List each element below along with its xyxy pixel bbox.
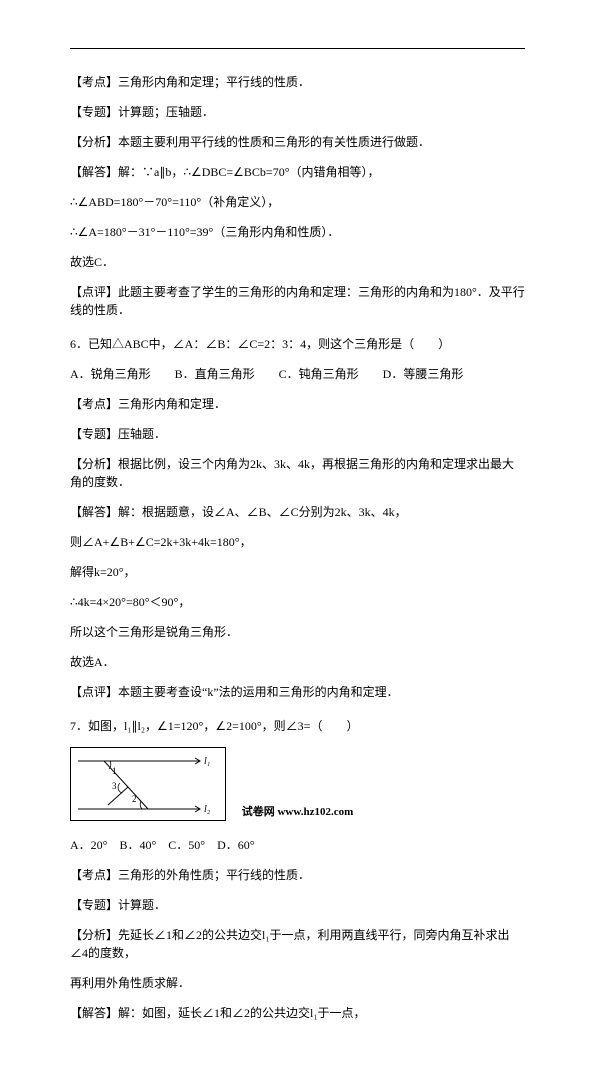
page-footer: 试卷网 www.hz102.com [0,804,595,821]
para-02: 【专题】计算题；压轴题． [70,103,525,121]
q7-stem: 7．如图，l₁∥l₂，∠1=120°，∠2=100°，则∠3=（ ） [70,717,525,735]
para-03: 【分析】本题主要利用平行线的性质和三角形的有关性质进行做题． [70,133,525,151]
q6-jieda-1: 【解答】解：根据题意，设∠A、∠B、∠C分别为2k、3k、4k， [70,503,525,521]
q6-stem: 6．已知△ABC中，∠A：∠B：∠C=2：3：4，则这个三角形是（ ） [70,335,525,353]
top-rule [70,48,525,49]
q7-kaodian: 【考点】三角形的外角性质；平行线的性质． [70,866,525,884]
para-07: 故选C． [70,253,525,271]
q6-jieda-4: ∴4k=4×20°=80°＜90°， [70,593,525,611]
para-01: 【考点】三角形内角和定理；平行线的性质． [70,73,525,91]
label-angle1: 1 [112,766,117,776]
q7-options: A．20° B．40° C．50° D．60° [70,836,525,854]
para-04: 【解答】解：∵a∥b，∴∠DBC=∠BCb=70°（内错角相等）， [70,163,525,181]
q6-kaodian: 【考点】三角形内角和定理． [70,395,525,413]
q6-jieda-5: 所以这个三角形是锐角三角形． [70,623,525,641]
para-08: 【点评】此题主要考查了学生的三角形的内角和定理：三角形的内角和为180°．及平行… [70,283,525,319]
q6-zhuanti: 【专题】压轴题． [70,425,525,443]
q6-jieda-2: 则∠A+∠B+∠C=2k+3k+4k=180°， [70,533,525,551]
para-05: ∴∠ABD=180°－70°=110°（补角定义）， [70,193,525,211]
q7-fenxi-1: 【分析】先延长∠1和∠2的公共边交l₁于一点，利用两直线平行，同旁内角互补求出∠… [70,926,525,962]
label-l1: l₁ [204,756,210,767]
para-06: ∴∠A=180°－31°－110°=39°（三角形内角和性质）． [70,223,525,241]
q7-jieda: 【解答】解：如图，延长∠1和∠2的公共边交l₁于一点， [70,1004,525,1022]
label-angle3: 3 [112,781,117,791]
q6-options: A．锐角三角形 B．直角三角形 C．钝角三角形 D．等腰三角形 [70,365,525,383]
q7-fenxi-2: 再利用外角性质求解． [70,974,525,992]
q6-jieda-3: 解得k=20°， [70,563,525,581]
q6-dianping: 【点评】本题主要考查设“k”法的运用和三角形的内角和定理． [70,683,525,701]
q7-zhuanti: 【专题】计算题． [70,896,525,914]
q6-jieda-6: 故选A． [70,653,525,671]
label-angle2: 2 [132,794,137,804]
q6-fenxi: 【分析】根据比例，设三个内角为2k、3k、4k，再根据三角形的内角和定理求出最大… [70,455,525,491]
